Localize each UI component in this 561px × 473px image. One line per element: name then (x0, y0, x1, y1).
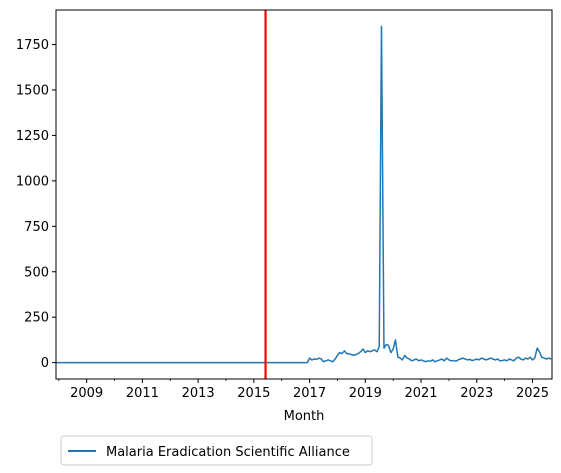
y-tick-label-1500: 1500 (16, 83, 49, 98)
y-tick-label-1000: 1000 (16, 174, 49, 189)
y-tick-label-0: 0 (41, 356, 49, 371)
legend-label: Malaria Eradication Scientific Alliance (106, 445, 350, 460)
x-tick-label-2019: 2019 (349, 386, 382, 401)
x-tick-label-2023: 2023 (460, 386, 493, 401)
data-layer (56, 10, 552, 379)
series-line-0 (56, 25, 552, 364)
axes-layer: 2009 2011 2013 2015 2017 2019 2021 2023 2025 0 250… (16, 38, 549, 401)
y-tick-label-500: 500 (24, 265, 49, 280)
x-tick-label-2025: 2025 (516, 386, 549, 401)
plot-area (56, 10, 552, 379)
y-tick-label-1250: 1250 (16, 129, 49, 144)
y-tick-label-750: 750 (24, 220, 49, 235)
x-tick-label-2015: 2015 (237, 386, 270, 401)
x-tick-label-2021: 2021 (404, 386, 437, 401)
x-axis-label: Month (284, 409, 325, 424)
x-tick-label-2009: 2009 (70, 386, 103, 401)
x-tick-label-2013: 2013 (182, 386, 215, 401)
legend: Malaria Eradication Scientific Alliance (60, 435, 373, 466)
y-tick-label-1750: 1750 (16, 38, 49, 53)
x-tick-label-2011: 2011 (126, 386, 159, 401)
legend-box (60, 435, 373, 466)
y-tick-label-250: 250 (24, 311, 49, 326)
plot-frame (55, 9, 553, 380)
x-tick-label-2017: 2017 (293, 386, 326, 401)
